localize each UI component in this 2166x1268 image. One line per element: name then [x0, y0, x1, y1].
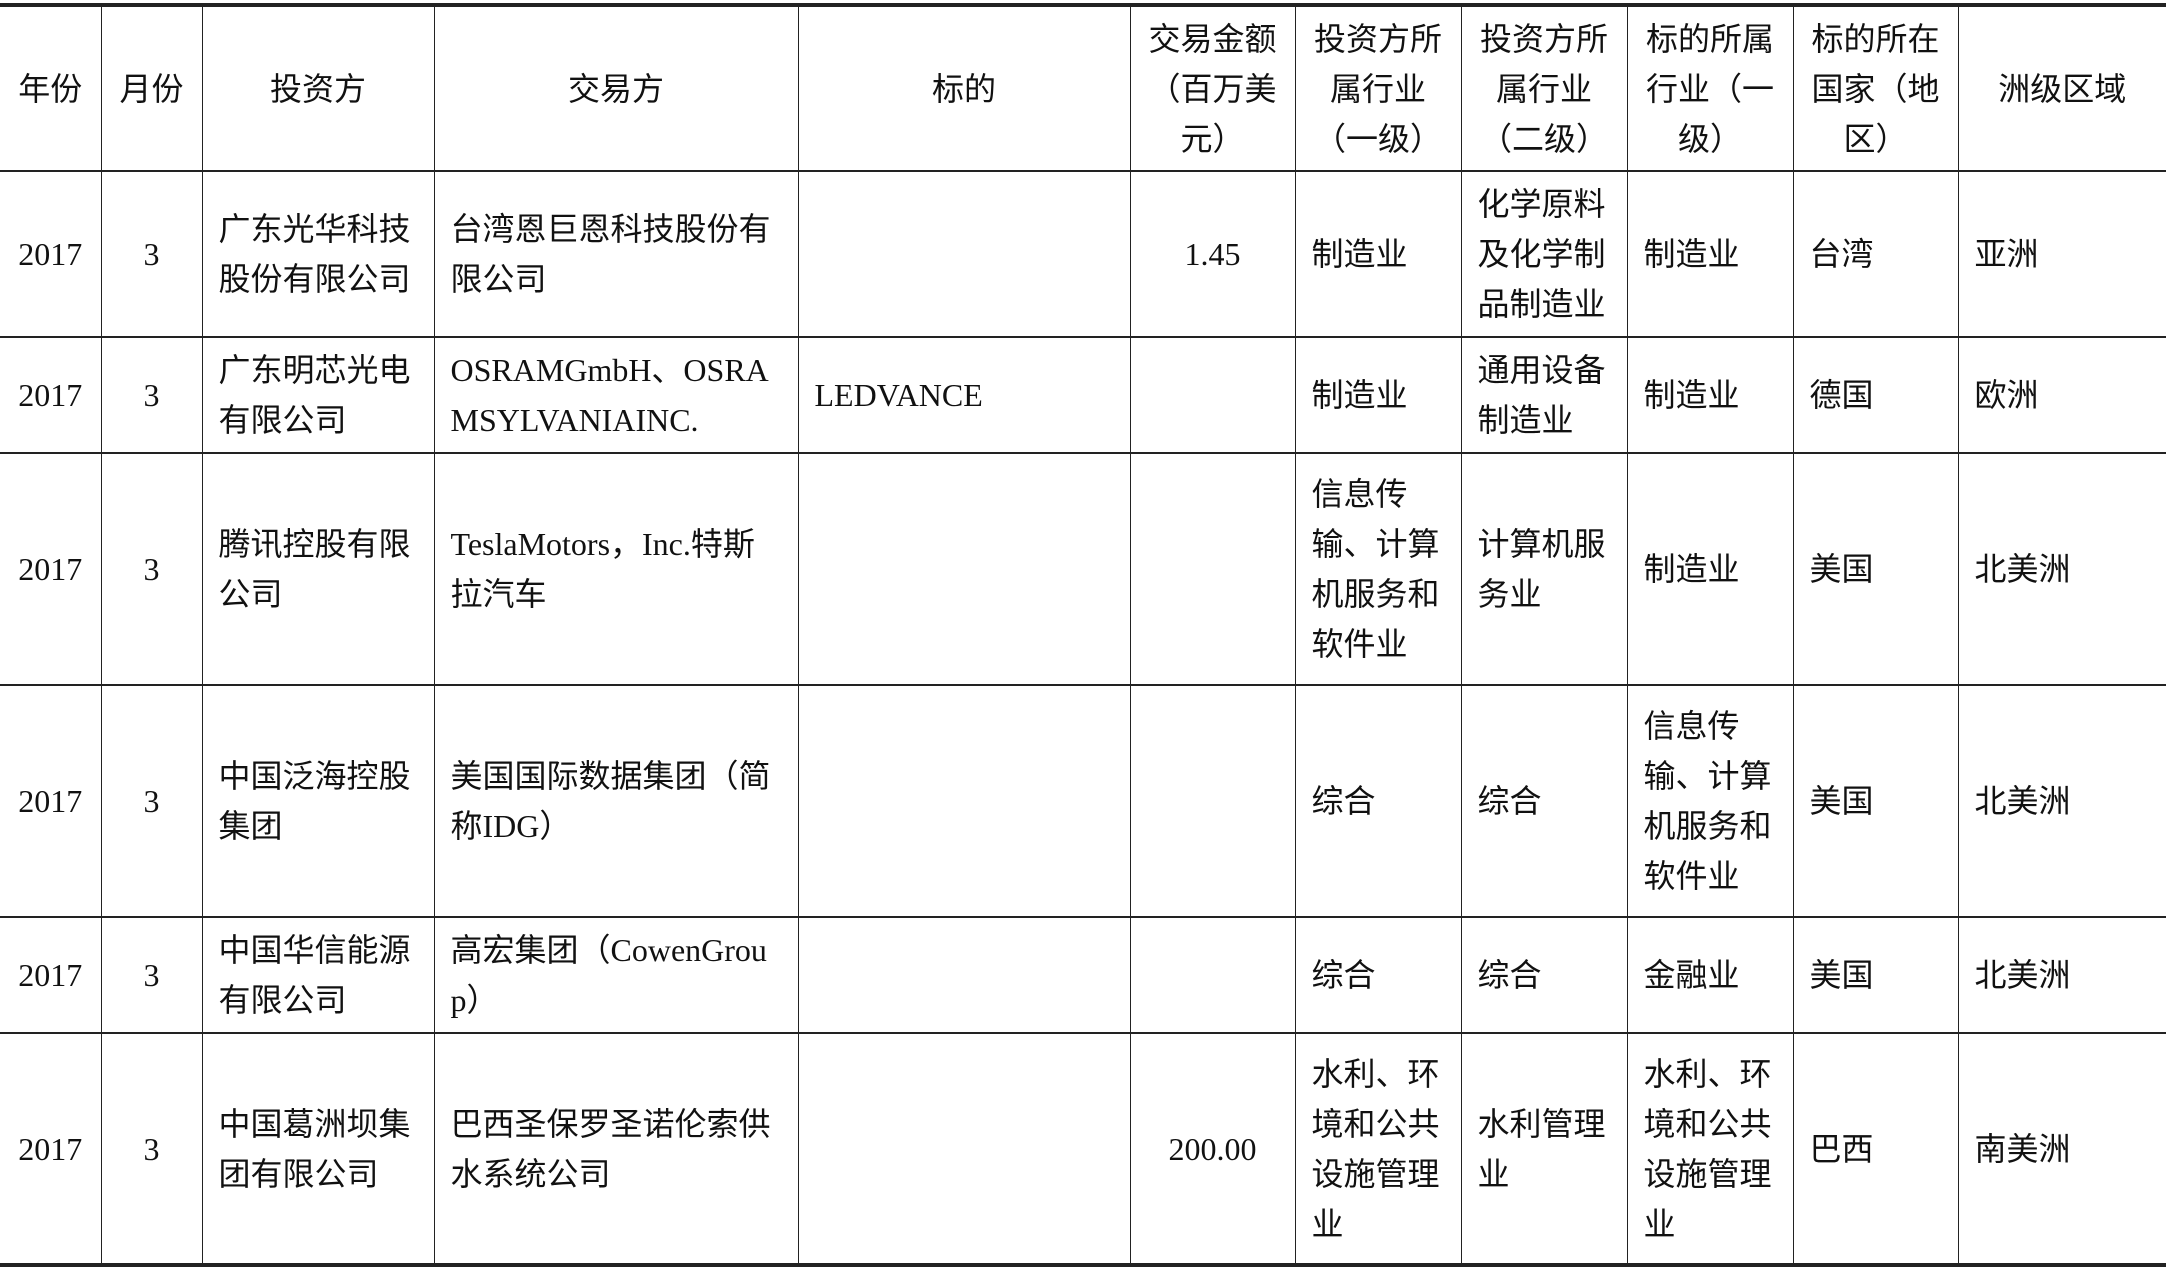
cell-counterparty: TeslaMotors，Inc.特斯拉汽车	[433, 453, 799, 686]
cell-tgt-ind1: 制造业	[1626, 337, 1794, 454]
header-target: 标的	[797, 3, 1131, 172]
cell-inv-ind2: 综合	[1460, 685, 1628, 918]
cell-country: 美国	[1792, 453, 1959, 686]
cell-region: 北美洲	[1957, 453, 2166, 686]
cell-tgt-ind1: 制造业	[1626, 171, 1794, 338]
cell-region: 南美洲	[1957, 1033, 2166, 1267]
table-row: 2017 3 中国泛海控股集团 美国国际数据集团（简称IDG） 综合 综合 信息传输、计算机…	[0, 685, 2166, 918]
cell-inv-ind2: 水利管理业	[1460, 1033, 1628, 1267]
cell-inv-ind2: 化学原料及化学制品制造业	[1460, 171, 1628, 338]
cell-counterparty: 美国国际数据集团（简称IDG）	[433, 685, 799, 918]
header-month: 月份	[100, 3, 203, 172]
cell-year: 2017	[0, 337, 102, 454]
header-investor: 投资方	[201, 3, 435, 172]
cell-counterparty: 台湾恩巨恩科技股份有限公司	[433, 171, 799, 338]
cell-region: 北美洲	[1957, 917, 2166, 1034]
cell-month: 3	[100, 685, 203, 918]
cell-amount	[1129, 337, 1296, 454]
cell-month: 3	[100, 337, 203, 454]
header-target-country: 标的所在国家（地区）	[1792, 3, 1959, 172]
header-amount: 交易金额（百万美元）	[1129, 3, 1296, 172]
cell-inv-ind1: 制造业	[1294, 337, 1462, 454]
cell-target	[797, 685, 1131, 918]
cell-inv-ind1: 信息传输、计算机服务和软件业	[1294, 453, 1462, 686]
cell-inv-ind2: 综合	[1460, 917, 1628, 1034]
header-year: 年份	[0, 3, 102, 172]
cell-year: 2017	[0, 685, 102, 918]
cell-amount	[1129, 685, 1296, 918]
investment-table: 年份 月份 投资方 交易方 标的 交易金额（百万美元） 投资方所属行业（一级） …	[0, 3, 2166, 1267]
cell-tgt-ind1: 水利、环境和公共设施管理业	[1626, 1033, 1794, 1267]
cell-investor: 腾讯控股有限公司	[201, 453, 435, 686]
cell-tgt-ind1: 制造业	[1626, 453, 1794, 686]
cell-region: 北美洲	[1957, 685, 2166, 918]
cell-month: 3	[100, 453, 203, 686]
cell-year: 2017	[0, 453, 102, 686]
cell-investor: 中国泛海控股集团	[201, 685, 435, 918]
cell-month: 3	[100, 171, 203, 338]
cell-country: 台湾	[1792, 171, 1959, 338]
cell-year: 2017	[0, 1033, 102, 1267]
cell-amount	[1129, 453, 1296, 686]
cell-inv-ind2: 计算机服务业	[1460, 453, 1628, 686]
table-row: 2017 3 广东光华科技股份有限公司 台湾恩巨恩科技股份有限公司 1.45 制造业 化学原…	[0, 171, 2166, 338]
table-row: 2017 3 广东明芯光电有限公司 OSRAMGmbH、OSRAMSYLVANIAIN…	[0, 337, 2166, 454]
cell-target	[797, 917, 1131, 1034]
cell-target	[797, 171, 1131, 338]
cell-year: 2017	[0, 917, 102, 1034]
header-counterparty: 交易方	[433, 3, 799, 172]
cell-target: LEDVANCE	[797, 337, 1131, 454]
header-row: 年份 月份 投资方 交易方 标的 交易金额（百万美元） 投资方所属行业（一级） …	[0, 3, 2166, 172]
cell-counterparty: OSRAMGmbH、OSRAMSYLVANIAINC.	[433, 337, 799, 454]
cell-country: 巴西	[1792, 1033, 1959, 1267]
cell-country: 美国	[1792, 685, 1959, 918]
header-investor-industry-2: 投资方所属行业（二级）	[1460, 3, 1628, 172]
header-region: 洲级区域	[1957, 3, 2166, 172]
cell-counterparty: 高宏集团（CowenGroup）	[433, 917, 799, 1034]
cell-month: 3	[100, 1033, 203, 1267]
cell-inv-ind1: 综合	[1294, 685, 1462, 918]
cell-target	[797, 453, 1131, 686]
cell-inv-ind1: 水利、环境和公共设施管理业	[1294, 1033, 1462, 1267]
cell-inv-ind1: 综合	[1294, 917, 1462, 1034]
cell-tgt-ind1: 金融业	[1626, 917, 1794, 1034]
cell-investor: 中国葛洲坝集团有限公司	[201, 1033, 435, 1267]
header-target-industry-1: 标的所属行业（一级）	[1626, 3, 1794, 172]
cell-region: 亚洲	[1957, 171, 2166, 338]
cell-investor: 广东光华科技股份有限公司	[201, 171, 435, 338]
cell-region: 欧洲	[1957, 337, 2166, 454]
cell-tgt-ind1: 信息传输、计算机服务和软件业	[1626, 685, 1794, 918]
header-investor-industry-1: 投资方所属行业（一级）	[1294, 3, 1462, 172]
table-row: 2017 3 中国华信能源有限公司 高宏集团（CowenGroup） 综合 综合 金融业 美国…	[0, 917, 2166, 1034]
cell-year: 2017	[0, 171, 102, 338]
cell-investor: 广东明芯光电有限公司	[201, 337, 435, 454]
cell-target	[797, 1033, 1131, 1267]
cell-counterparty: 巴西圣保罗圣诺伦索供水系统公司	[433, 1033, 799, 1267]
cell-country: 德国	[1792, 337, 1959, 454]
cell-amount: 1.45	[1129, 171, 1296, 338]
cell-inv-ind1: 制造业	[1294, 171, 1462, 338]
table-row: 2017 3 中国葛洲坝集团有限公司 巴西圣保罗圣诺伦索供水系统公司 200.00 水利、…	[0, 1033, 2166, 1267]
cell-month: 3	[100, 917, 203, 1034]
cell-investor: 中国华信能源有限公司	[201, 917, 435, 1034]
cell-amount: 200.00	[1129, 1033, 1296, 1267]
cell-country: 美国	[1792, 917, 1959, 1034]
table-row: 2017 3 腾讯控股有限公司 TeslaMotors，Inc.特斯拉汽车 信息传输、计…	[0, 453, 2166, 686]
cell-inv-ind2: 通用设备制造业	[1460, 337, 1628, 454]
cell-amount	[1129, 917, 1296, 1034]
